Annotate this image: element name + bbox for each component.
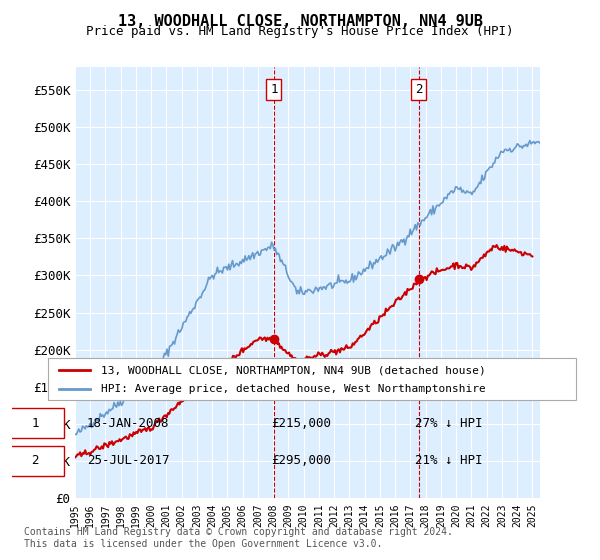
Text: 18-JAN-2008: 18-JAN-2008 [87,417,169,430]
Text: 1: 1 [31,417,39,430]
Text: 25-JUL-2017: 25-JUL-2017 [87,454,169,467]
Text: HPI: Average price, detached house, West Northamptonshire: HPI: Average price, detached house, West… [101,384,485,394]
FancyBboxPatch shape [6,446,64,475]
Text: 2: 2 [415,83,422,96]
Text: £295,000: £295,000 [271,454,331,467]
Text: £215,000: £215,000 [271,417,331,430]
Text: 27% ↓ HPI: 27% ↓ HPI [415,417,482,430]
FancyBboxPatch shape [48,358,576,400]
Text: 21% ↓ HPI: 21% ↓ HPI [415,454,482,467]
FancyBboxPatch shape [6,408,64,438]
Text: 13, WOODHALL CLOSE, NORTHAMPTON, NN4 9UB (detached house): 13, WOODHALL CLOSE, NORTHAMPTON, NN4 9UB… [101,365,485,375]
Text: 2: 2 [31,454,39,467]
Text: Price paid vs. HM Land Registry's House Price Index (HPI): Price paid vs. HM Land Registry's House … [86,25,514,38]
Text: Contains HM Land Registry data © Crown copyright and database right 2024.
This d: Contains HM Land Registry data © Crown c… [24,527,453,549]
Text: 13, WOODHALL CLOSE, NORTHAMPTON, NN4 9UB: 13, WOODHALL CLOSE, NORTHAMPTON, NN4 9UB [118,14,482,29]
Text: 1: 1 [270,83,278,96]
